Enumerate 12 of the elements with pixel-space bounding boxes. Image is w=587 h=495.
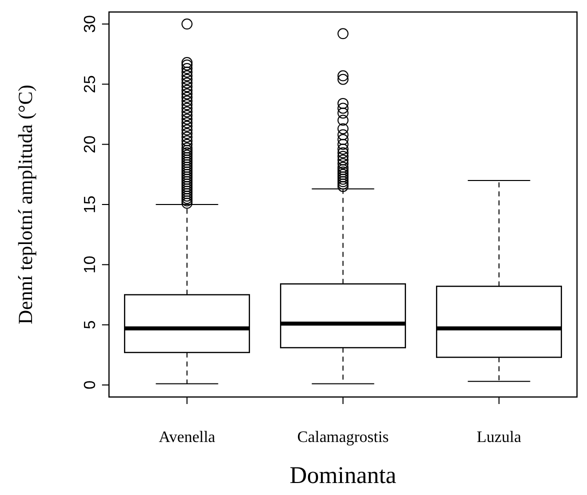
x-tick-label: Calamagrostis: [297, 429, 389, 446]
y-tick-label: 25: [82, 75, 99, 94]
y-tick-label: 5: [82, 320, 99, 330]
y-tick-label: 20: [82, 135, 99, 154]
y-tick-label: 10: [82, 256, 99, 274]
y-axis-title: Denní teplotní amplituda (°C): [15, 84, 37, 324]
y-tick-label: 15: [82, 196, 99, 214]
x-tick-label: Avenella: [158, 429, 216, 446]
y-tick-label: 0: [82, 380, 99, 390]
y-tick-label: 30: [82, 15, 99, 33]
x-axis-title: Dominanta: [290, 463, 397, 489]
x-tick-label: Luzula: [476, 429, 522, 446]
